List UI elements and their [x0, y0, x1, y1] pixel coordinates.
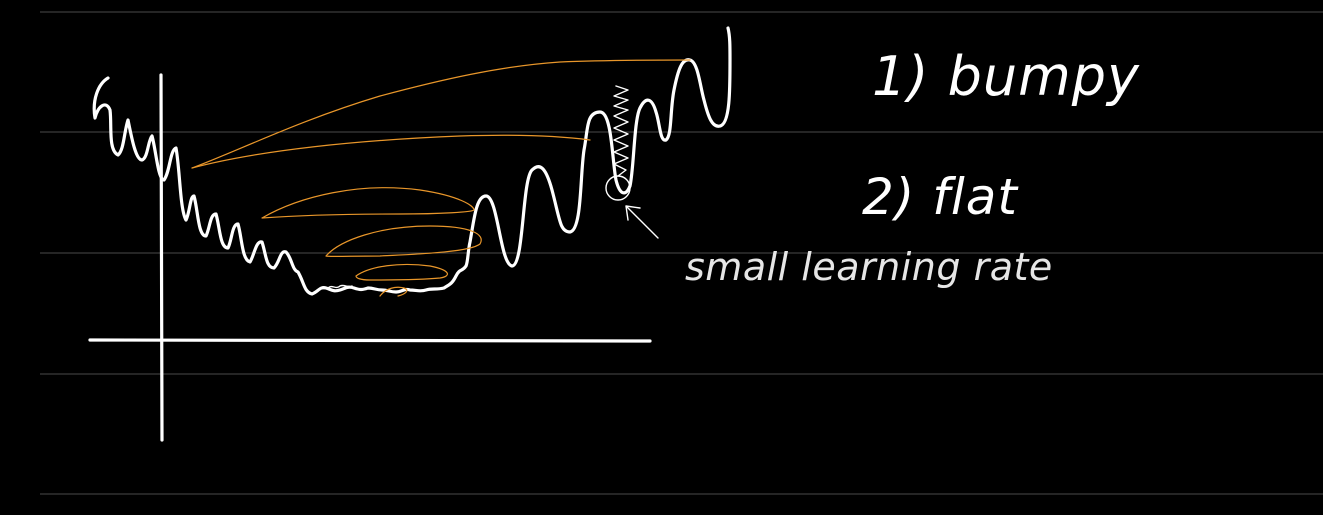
loss-curve: [92, 26, 732, 296]
trajectory: [261, 187, 475, 219]
bumpy-detail: [315, 284, 353, 293]
trajectory: [355, 263, 448, 281]
optimization-paths: [191, 59, 691, 297]
trajectory: [379, 286, 408, 297]
y-axis: [159, 73, 164, 442]
note-flat: 2) flat: [862, 168, 1018, 226]
trajectory: [191, 134, 591, 169]
zigzag-descent: [613, 85, 629, 177]
minimum-marker: [605, 175, 631, 201]
trajectory: [325, 225, 482, 258]
note-bumpy: 1) bumpy: [872, 45, 1140, 108]
trajectory: [191, 59, 691, 169]
annotation-small-learning-rate: small learning rate: [685, 245, 1053, 289]
x-axis: [88, 338, 652, 343]
pointer-arrow: [625, 205, 659, 239]
